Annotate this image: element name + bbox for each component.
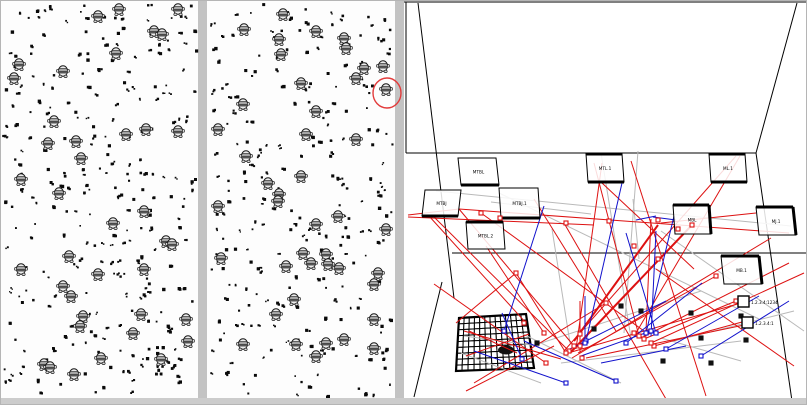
node-marker[interactable] (631, 330, 637, 336)
node-marker[interactable] (582, 340, 588, 346)
node-marker[interactable] (651, 343, 657, 349)
marker-box: MTBL.2 (465, 220, 506, 250)
node-marker[interactable] (541, 330, 547, 336)
marker-box: MTL.1 (585, 152, 625, 184)
marker-box: MTBL (457, 157, 500, 187)
node-marker[interactable] (591, 326, 597, 332)
node-marker[interactable] (534, 340, 540, 346)
network-nodes-red (478, 210, 739, 366)
node-marker[interactable] (513, 270, 519, 276)
node-marker[interactable] (648, 340, 654, 346)
marker-box-label: MTBL (473, 170, 485, 175)
node-marker[interactable] (577, 331, 583, 337)
node-marker[interactable] (579, 355, 585, 361)
node-marker[interactable] (653, 330, 659, 336)
node-marker[interactable] (606, 218, 612, 224)
node-marker[interactable] (660, 358, 666, 364)
node-marker[interactable] (698, 335, 704, 341)
node-marker[interactable] (655, 256, 661, 262)
marker-box: ML.1 (708, 152, 748, 184)
arena-view[interactable] (1, 1, 404, 405)
node-marker[interactable] (743, 337, 749, 343)
network-edges-red (407, 155, 805, 400)
network-nodes-black (534, 303, 749, 366)
node-marker[interactable] (708, 360, 714, 366)
node-marker[interactable] (563, 380, 569, 386)
marker-box-label: MTBJ.1 (512, 201, 527, 206)
node-marker[interactable] (603, 300, 609, 306)
node-marker[interactable] (698, 353, 704, 359)
network-edges-red-thick (569, 224, 693, 354)
node-marker[interactable] (521, 320, 527, 326)
node-marker[interactable] (638, 308, 644, 314)
node-marker[interactable] (631, 243, 637, 249)
marker-box-label: MTL.1 (599, 166, 612, 171)
selection-circle (372, 77, 402, 109)
node-marker[interactable] (543, 360, 549, 366)
marker-box: MTBJ (421, 189, 462, 218)
network-nodes-blue (501, 328, 704, 386)
node-marker[interactable] (613, 378, 619, 384)
node-marker[interactable] (648, 328, 654, 334)
address-tag: 1.2.3.4:1234 (737, 295, 778, 308)
node-marker[interactable] (563, 350, 569, 356)
marker-box: MTBJ.1 (498, 187, 541, 220)
node-marker[interactable] (643, 330, 649, 336)
marker-box-label: MB.1 (736, 268, 747, 273)
node-marker[interactable] (655, 217, 661, 223)
marker-box-label: ML.1 (723, 166, 733, 171)
marker-box: MBL (672, 203, 713, 235)
node-marker[interactable] (688, 310, 694, 316)
scene-view[interactable]: MTBL MTL.1 ML.1 MTBJ MTBJ.1 MTBL.2 MBL MJ.1 MB.1… (404, 1, 807, 405)
node-marker[interactable] (641, 336, 647, 342)
marker-box-label: MTBL.2 (478, 234, 494, 239)
marker-box: MB.1 (720, 254, 764, 285)
node-marker[interactable] (571, 343, 577, 349)
node-marker[interactable] (497, 215, 503, 221)
node-marker[interactable] (577, 343, 583, 349)
node-marker[interactable] (623, 340, 629, 346)
node-marker[interactable] (636, 333, 642, 339)
node-marker[interactable] (563, 220, 569, 226)
marker-box-label: MBL (688, 218, 697, 223)
node-marker[interactable] (501, 328, 507, 334)
address-tag-label: 1.2.3.4:1 (755, 321, 774, 326)
node-marker[interactable] (519, 356, 525, 362)
node-marker[interactable] (618, 303, 624, 309)
node-marker[interactable] (738, 313, 744, 319)
address-tag: 1.2.3.4:1 (741, 316, 774, 329)
window-bottom-border (1, 398, 806, 404)
node-marker[interactable] (689, 222, 695, 228)
marker-box: MJ.1 (755, 205, 798, 236)
node-marker[interactable] (713, 273, 719, 279)
node-marker[interactable] (663, 346, 669, 352)
address-tag-label: 1.2.3.4:1234 (751, 300, 778, 305)
node-marker[interactable] (675, 226, 681, 232)
panel-divider (395, 1, 404, 404)
panel-divider (198, 1, 207, 404)
marker-box-label: MTBJ (436, 201, 446, 206)
node-marker[interactable] (478, 210, 484, 216)
marker-box-label: MJ.1 (772, 219, 781, 224)
